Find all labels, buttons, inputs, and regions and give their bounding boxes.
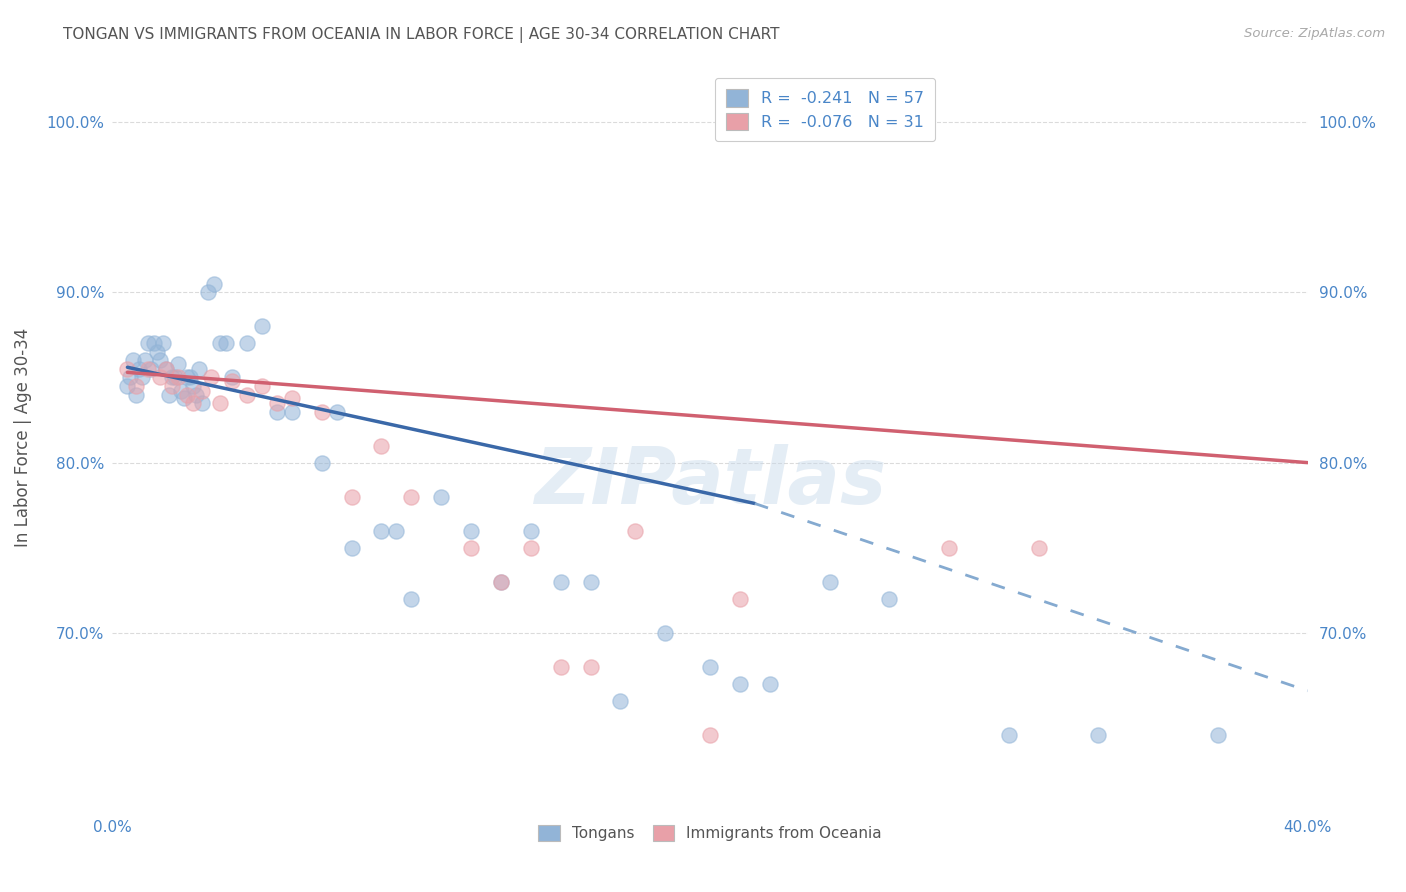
Point [165, 370, 187, 384]
Point [179, 370, 201, 384]
Point [191, 384, 214, 398]
Point [385, 524, 408, 538]
Point [579, 574, 602, 589]
Point [818, 574, 841, 589]
Point [759, 677, 782, 691]
Point [120, 370, 142, 384]
Point [550, 574, 572, 589]
Y-axis label: In Labor Force | Age 30-34: In Labor Force | Age 30-34 [14, 327, 32, 547]
Point [141, 362, 163, 376]
Point [236, 387, 259, 401]
Point [221, 370, 243, 384]
Point [1087, 728, 1109, 742]
Text: Source: ZipAtlas.com: Source: ZipAtlas.com [1244, 27, 1385, 40]
Point [155, 362, 177, 376]
Point [579, 660, 602, 674]
Point [173, 391, 195, 405]
Point [370, 439, 392, 453]
Point [430, 490, 453, 504]
Point [250, 319, 273, 334]
Point [520, 524, 543, 538]
Point [325, 404, 347, 418]
Point [1206, 728, 1229, 742]
Point [125, 379, 148, 393]
Point [728, 677, 751, 691]
Point [215, 336, 238, 351]
Point [460, 541, 482, 555]
Point [654, 626, 676, 640]
Point [128, 362, 150, 376]
Point [176, 387, 198, 401]
Point [149, 370, 172, 384]
Point [624, 524, 647, 538]
Point [401, 490, 423, 504]
Point [209, 336, 232, 351]
Point [236, 336, 259, 351]
Point [131, 370, 153, 384]
Point [340, 541, 363, 555]
Point [460, 524, 482, 538]
Point [266, 404, 288, 418]
Point [197, 285, 219, 300]
Point [266, 396, 288, 410]
Point [152, 336, 174, 351]
Point [699, 728, 721, 742]
Point [167, 370, 190, 384]
Point [200, 370, 222, 384]
Point [138, 336, 160, 351]
Point [170, 384, 193, 398]
Text: ZIPatlas: ZIPatlas [534, 444, 886, 520]
Point [138, 362, 160, 376]
Point [938, 541, 960, 555]
Point [155, 362, 177, 376]
Point [122, 353, 145, 368]
Point [221, 374, 243, 388]
Point [281, 391, 304, 405]
Point [550, 660, 572, 674]
Point [209, 396, 232, 410]
Point [191, 396, 214, 410]
Point [125, 387, 148, 401]
Point [489, 574, 512, 589]
Point [181, 396, 204, 410]
Point [143, 336, 166, 351]
Point [1028, 541, 1050, 555]
Point [181, 379, 204, 393]
Point [609, 694, 631, 708]
Legend: Tongans, Immigrants from Oceania: Tongans, Immigrants from Oceania [530, 817, 890, 849]
Point [149, 353, 172, 368]
Point [162, 379, 183, 393]
Point [250, 379, 273, 393]
Point [370, 524, 392, 538]
Point [188, 362, 211, 376]
Point [117, 362, 139, 376]
Point [117, 379, 139, 393]
Point [186, 387, 208, 401]
Point [879, 591, 901, 606]
Point [167, 357, 190, 371]
Point [699, 660, 721, 674]
Point [401, 591, 423, 606]
Point [311, 456, 333, 470]
Point [728, 591, 751, 606]
Point [202, 277, 225, 291]
Text: TONGAN VS IMMIGRANTS FROM OCEANIA IN LABOR FORCE | AGE 30-34 CORRELATION CHART: TONGAN VS IMMIGRANTS FROM OCEANIA IN LAB… [63, 27, 780, 43]
Point [134, 353, 156, 368]
Point [281, 404, 304, 418]
Point [311, 404, 333, 418]
Point [998, 728, 1021, 742]
Point [162, 370, 183, 384]
Point [520, 541, 543, 555]
Point [157, 387, 180, 401]
Point [146, 345, 169, 359]
Point [340, 490, 363, 504]
Point [489, 574, 512, 589]
Point [176, 370, 198, 384]
